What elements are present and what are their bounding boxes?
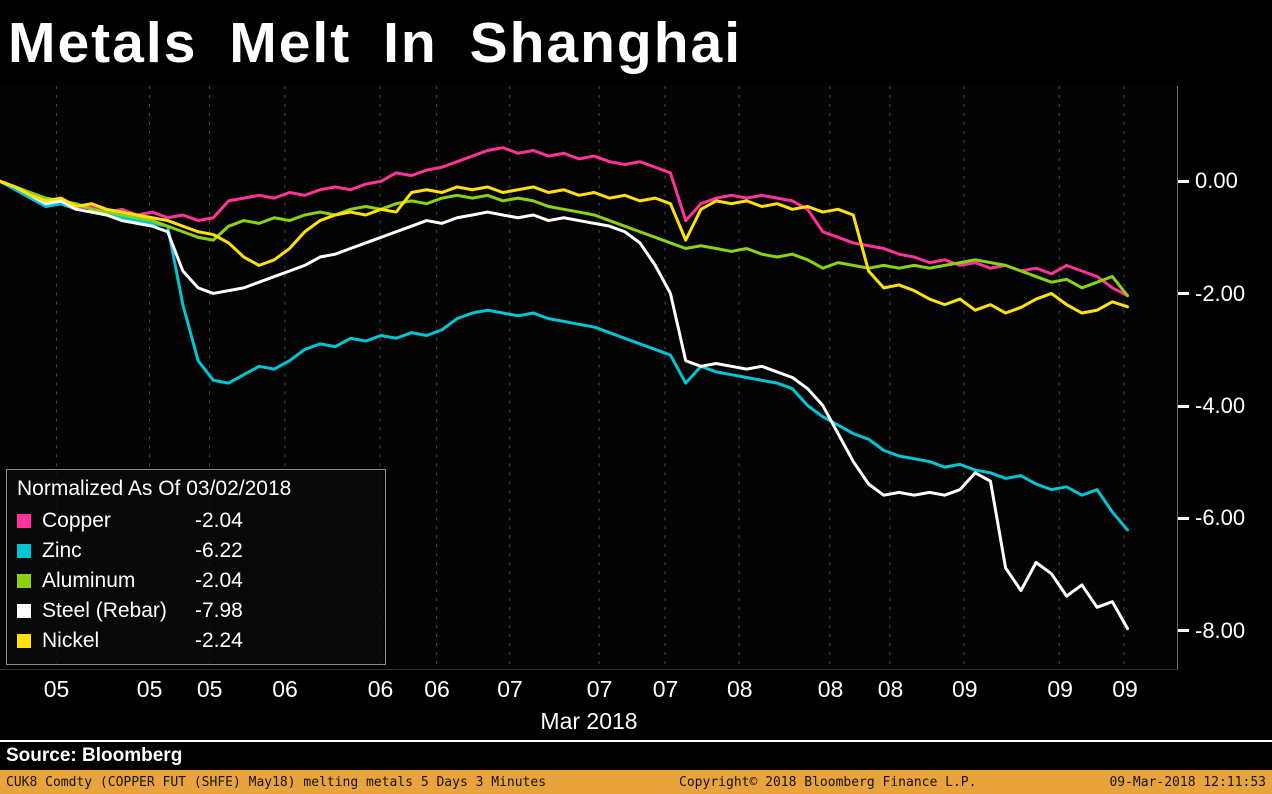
y-tick-text: -2.00 (1195, 280, 1246, 306)
footer-copyright-text: Copyright© 2018 Bloomberg Finance L.P. (679, 774, 977, 790)
footer-bar: CUK8 Comdty (COPPER FUT (SHFE) May18) me… (0, 770, 1272, 794)
x-axis: 05 05 05 06 06 06 07 07 07 08 08 08 09 09 09 (0, 670, 1178, 708)
source-line: Source: Bloomberg (6, 745, 183, 766)
legend-label: Nickel (42, 629, 100, 652)
y-tick-mark (1178, 292, 1189, 296)
x-axis-label: 09 (951, 676, 978, 702)
y-axis-label: -8.00 (1178, 618, 1245, 644)
chart-region: Normalized As Of 03/02/2018 Copper -2.04 Z… (0, 86, 1272, 670)
legend-swatch (17, 574, 31, 588)
y-tick-mark (1178, 516, 1189, 520)
x-axis-label: 06 (367, 676, 394, 702)
legend-box[interactable]: Normalized As Of 03/02/2018 Copper -2.04 Z… (6, 469, 386, 665)
legend-row: Aluminum -2.04 (17, 566, 375, 596)
legend-label: Aluminum (42, 569, 136, 592)
y-tick-mark (1178, 404, 1189, 408)
x-axis-label: 07 (652, 676, 679, 702)
x-axis-label: 05 (43, 676, 70, 702)
legend-swatch (17, 604, 31, 618)
series-line-nickel (0, 179, 1130, 315)
y-tick-text: -4.00 (1195, 393, 1246, 419)
x-axis-label: 05 (136, 676, 163, 702)
legend-row: Steel (Rebar) -7.98 (17, 596, 375, 626)
y-axis: 0.00 -2.00 -4.00 -6.00 -8.00 (1178, 86, 1272, 670)
y-tick-text: -6.00 (1195, 505, 1246, 531)
legend-value: -2.24 (195, 629, 243, 652)
legend-label: Steel (Rebar) (42, 599, 167, 622)
chart-svg (0, 86, 1130, 669)
legend-title: Normalized As Of 03/02/2018 (17, 477, 292, 500)
legend-row: Copper -2.04 (17, 506, 375, 536)
divider-line (0, 740, 1272, 742)
chart-plot-area[interactable]: Normalized As Of 03/02/2018 Copper -2.04 Z… (0, 86, 1178, 670)
legend-swatch (17, 514, 31, 528)
x-axis-label: 09 (1047, 676, 1073, 702)
series-line-aluminum (0, 179, 1130, 298)
legend-rows: Copper -2.04 Zinc -6.22 Aluminum -2.04 Steel (… (17, 506, 375, 656)
legend-row: Nickel -2.24 (17, 626, 375, 656)
series-line-steel-rebar (0, 179, 1130, 631)
y-axis-label: -6.00 (1178, 505, 1245, 531)
legend-value: -2.04 (195, 509, 243, 532)
legend-swatch (17, 544, 31, 558)
page-title: Metals Melt In Shanghai (8, 11, 743, 75)
legend-value: -6.22 (195, 539, 243, 562)
footer-timestamp: 09-Mar-2018 12:11:53 (1109, 774, 1266, 790)
series-line-copper (0, 146, 1130, 298)
x-axis-label: 06 (424, 676, 450, 702)
y-axis-label: 0.00 (1178, 168, 1238, 194)
y-tick-mark (1178, 179, 1189, 183)
legend-label: Zinc (42, 539, 82, 562)
legend-value: -7.98 (195, 599, 243, 622)
series-line-zinc (0, 179, 1130, 532)
x-axis-label: 07 (497, 676, 523, 702)
x-axis-label: 09 (1112, 676, 1138, 702)
legend-row: Zinc -6.22 (17, 536, 375, 566)
legend-swatch (17, 634, 31, 648)
x-axis-label: 08 (726, 676, 753, 702)
legend-label: Copper (42, 509, 111, 532)
y-axis-label: -4.00 (1178, 393, 1245, 419)
y-tick-mark (1178, 629, 1189, 633)
footer-security-text: CUK8 Comdty (COPPER FUT (SHFE) May18) me… (6, 774, 547, 790)
x-axis-label: 08 (877, 676, 904, 702)
y-axis-label: -2.00 (1178, 281, 1245, 307)
x-axis-label: 08 (817, 676, 844, 702)
x-axis-label: 07 (586, 676, 613, 702)
x-axis-label: 05 (196, 676, 223, 702)
x-axis-label: 06 (272, 676, 298, 702)
x-axis-title: Mar 2018 (540, 708, 638, 734)
legend-value: -2.04 (195, 569, 243, 592)
y-tick-text: 0.00 (1195, 168, 1238, 194)
y-tick-text: -8.00 (1195, 617, 1246, 643)
